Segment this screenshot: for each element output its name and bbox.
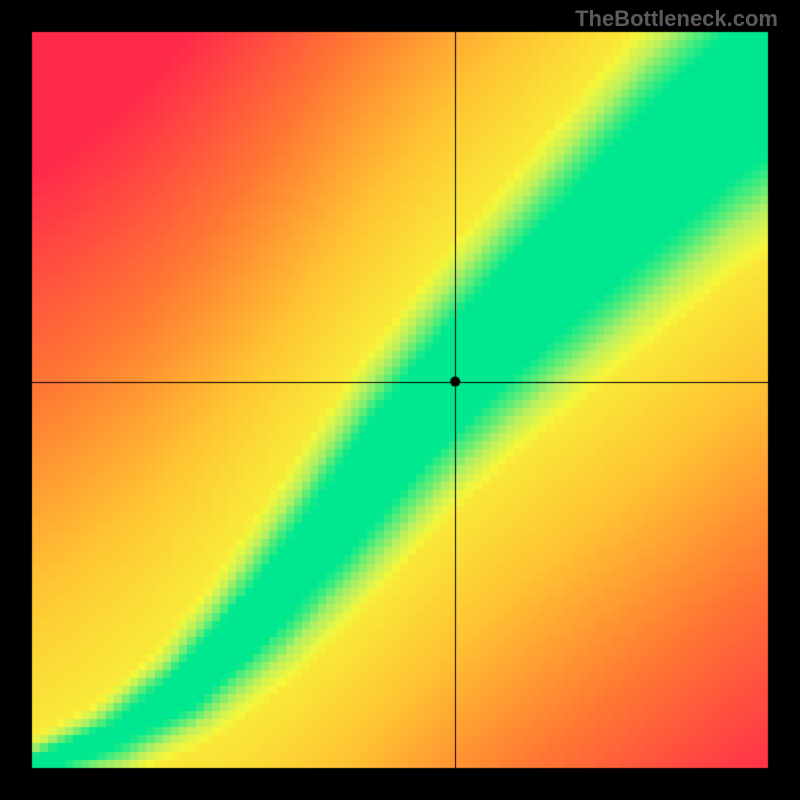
bottleneck-heatmap-canvas [0,0,800,800]
watermark-text: TheBottleneck.com [575,6,778,32]
